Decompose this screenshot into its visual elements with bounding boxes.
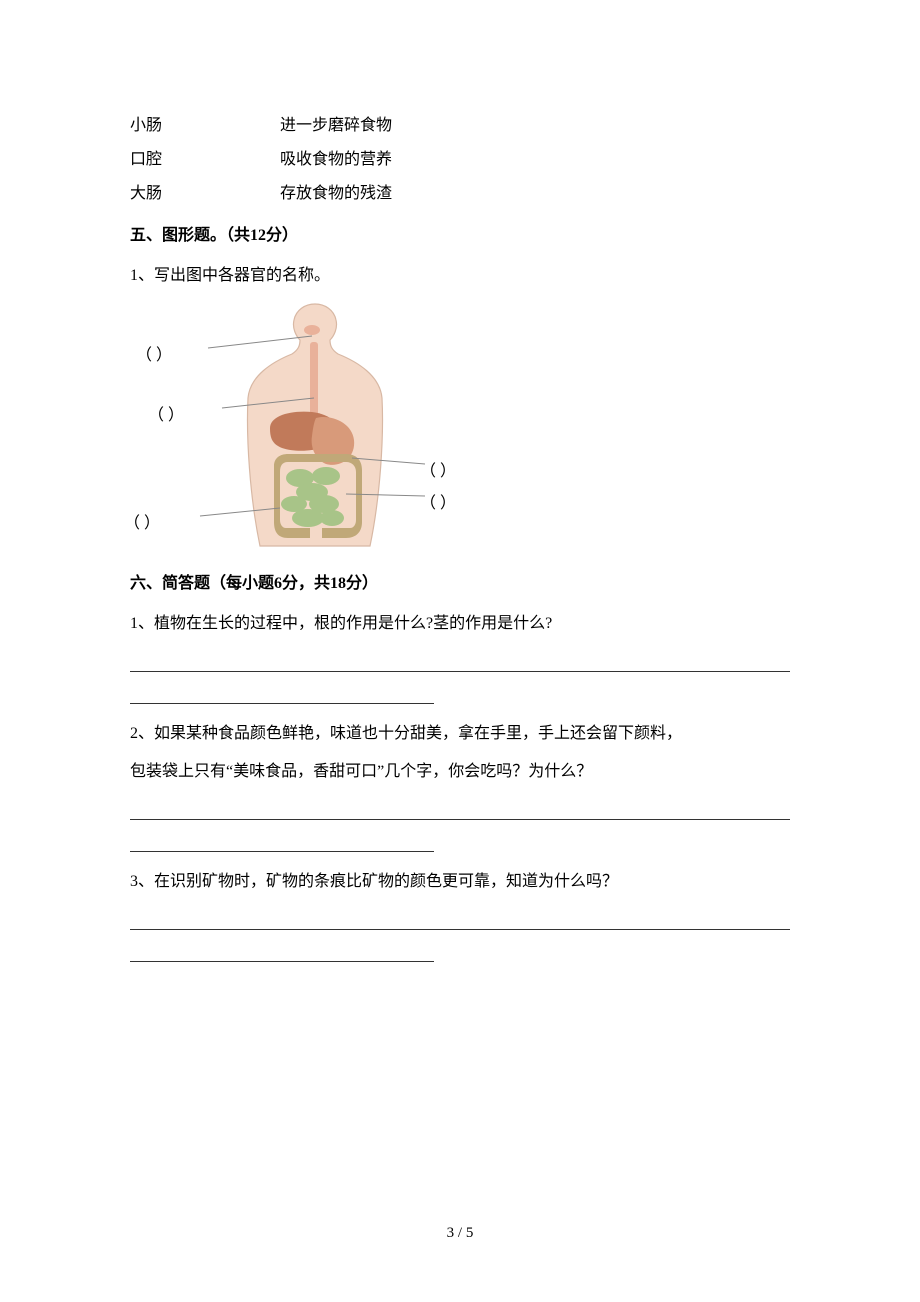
diagram-label-blank[interactable]: （ ）: [136, 340, 172, 372]
match-left: 大肠: [130, 178, 280, 210]
page-content: 小肠 进一步磨碎食物 口腔 吸收食物的营养 大肠 存放食物的残渣 五、图形题。（…: [0, 0, 920, 962]
match-row: 大肠 存放食物的残渣: [130, 178, 790, 210]
lead-line: [200, 508, 280, 516]
lead-line: [352, 458, 425, 464]
match-right: 吸收食物的营养: [280, 144, 790, 176]
answer-line[interactable]: [130, 944, 790, 962]
match-block: 小肠 进一步磨碎食物 口腔 吸收食物的营养 大肠 存放食物的残渣: [130, 110, 790, 210]
section6-heading: 六、简答题（每小题6分，共18分）: [130, 568, 790, 600]
answer-line[interactable]: [130, 834, 790, 852]
match-left: 口腔: [130, 144, 280, 176]
match-row: 口腔 吸收食物的营养: [130, 144, 790, 176]
section5-q1: 1、写出图中各器官的名称。: [130, 260, 790, 292]
diagram-label-blank[interactable]: （ ）: [124, 508, 160, 540]
diagram-label-blank[interactable]: （ ）: [148, 400, 184, 432]
section6-q2-line1: 2、如果某种食品颜色鲜艳，味道也十分甜美，拿在手里，手上还会留下颜料，: [130, 718, 790, 750]
match-row: 小肠 进一步磨碎食物: [130, 110, 790, 142]
anatomy-diagram: （ ） （ ） （ ） （ ） （ ）: [130, 298, 490, 558]
answer-line[interactable]: [130, 912, 790, 930]
section6-q3: 3、在识别矿物时，矿物的条痕比矿物的颜色更可靠，知道为什么吗？: [130, 866, 790, 898]
section6-q1: 1、植物在生长的过程中，根的作用是什么?茎的作用是什么?: [130, 608, 790, 640]
diagram-label-blank[interactable]: （ ）: [420, 456, 456, 488]
page-number: 3 / 5: [0, 1225, 920, 1242]
lead-line: [346, 494, 425, 496]
match-left: 小肠: [130, 110, 280, 142]
answer-line[interactable]: [130, 686, 790, 704]
lead-line: [222, 398, 314, 408]
lead-line: [208, 336, 312, 348]
answer-line[interactable]: [130, 802, 790, 820]
diagram-label-blank[interactable]: （ ）: [420, 488, 456, 520]
match-right: 存放食物的残渣: [280, 178, 790, 210]
section6-q2-line2: 包装袋上只有“美味食品，香甜可口”几个字，你会吃吗？为什么？: [130, 756, 790, 788]
section5-heading: 五、图形题。（共12分）: [130, 220, 790, 252]
match-right: 进一步磨碎食物: [280, 110, 790, 142]
answer-line[interactable]: [130, 654, 790, 672]
